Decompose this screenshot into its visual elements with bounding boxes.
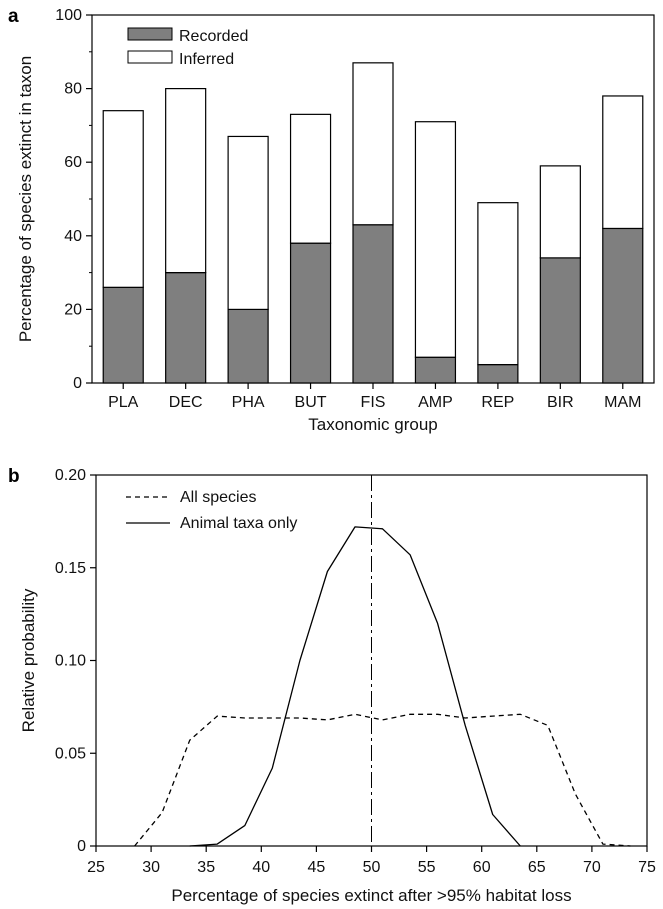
legend-swatch-inferred bbox=[127, 50, 173, 64]
panel-b-label: b bbox=[8, 466, 20, 487]
panel-a-y-tick-label: 60 bbox=[64, 154, 82, 171]
legend-swatch-recorded bbox=[127, 27, 173, 41]
panel-a-x-tick-label: MAM bbox=[604, 394, 641, 411]
panel-b-x-tick-label: 55 bbox=[418, 859, 436, 876]
panel-b-y-tick-label: 0.20 bbox=[55, 467, 86, 484]
panel-b-y-tick-label: 0.05 bbox=[55, 745, 86, 762]
series-line-animal-taxa bbox=[189, 526, 521, 847]
bar-recorded-amp bbox=[414, 356, 457, 384]
bar-inferred-but bbox=[289, 113, 332, 244]
bar-inferred-fis bbox=[352, 62, 394, 226]
bar-inferred-dec bbox=[165, 87, 207, 274]
panel-a-y-tick-label: 0 bbox=[73, 375, 82, 392]
bar-inferred-amp bbox=[414, 121, 457, 358]
bar-recorded-mam bbox=[602, 227, 644, 384]
bar-inferred-bir bbox=[539, 165, 581, 259]
panel-b-x-tick-label: 50 bbox=[363, 859, 381, 876]
bar-recorded-but bbox=[289, 242, 332, 384]
panel-b-x-tick-label: 60 bbox=[473, 859, 491, 876]
bar-recorded-bir bbox=[539, 257, 581, 384]
panel-a-y-tick-label: 80 bbox=[64, 81, 82, 98]
panel-a-y-tick-label: 20 bbox=[64, 301, 82, 318]
bar-recorded-pla bbox=[102, 286, 144, 384]
panel-b-x-tick-label: 45 bbox=[308, 859, 326, 876]
panel-b-y-axis-title: Relative probability bbox=[19, 588, 38, 732]
panel-b-y-tick-label: 0.15 bbox=[55, 560, 86, 577]
legend-label-all-species: All species bbox=[180, 489, 256, 506]
panel-b-x-tick-label: 25 bbox=[87, 859, 105, 876]
panel-b-y-tick-label: 0.10 bbox=[55, 653, 86, 670]
panel-a-x-tick-label: BUT bbox=[295, 394, 327, 411]
panel-b-x-tick-label: 35 bbox=[197, 859, 215, 876]
legend-label-recorded: Recorded bbox=[179, 28, 248, 45]
panel-a-x-tick-label: PLA bbox=[108, 394, 139, 411]
panel-a-x-tick-label: FIS bbox=[361, 394, 386, 411]
bar-recorded-dec bbox=[165, 272, 207, 384]
bar-recorded-rep bbox=[477, 364, 519, 384]
panel-a-x-tick-label: AMP bbox=[418, 394, 453, 411]
bar-recorded-pha bbox=[227, 308, 269, 384]
panel-a-x-axis-title: Taxonomic group bbox=[308, 415, 437, 434]
bar-inferred-pla bbox=[102, 110, 144, 288]
series-line-all-species bbox=[134, 713, 631, 847]
bar-inferred-mam bbox=[602, 95, 644, 230]
bar-recorded-fis bbox=[352, 224, 394, 384]
panel-a-y-axis-title: Percentage of species extinct in taxon bbox=[16, 56, 35, 342]
legend-label-inferred: Inferred bbox=[179, 51, 234, 68]
panel-b-x-tick-label: 40 bbox=[252, 859, 270, 876]
panel-b-x-tick-label: 70 bbox=[583, 859, 601, 876]
panel-a-y-tick-label: 40 bbox=[64, 228, 82, 245]
panel-a-x-tick-label: BIR bbox=[547, 394, 574, 411]
panel-b-x-axis-title: Percentage of species extinct after >95%… bbox=[171, 886, 571, 905]
panel-b-x-tick-label: 30 bbox=[142, 859, 160, 876]
panel-b-x-tick-label: 75 bbox=[638, 859, 656, 876]
panel-a-x-tick-label: DEC bbox=[169, 394, 203, 411]
legend-label-animal-taxa: Animal taxa only bbox=[180, 515, 297, 532]
panel-b-y-tick-label: 0 bbox=[77, 838, 86, 855]
panel-a-y-tick-label: 100 bbox=[55, 7, 82, 24]
panel-b-x-tick-label: 65 bbox=[528, 859, 546, 876]
panel-a-x-tick-label: PHA bbox=[232, 394, 265, 411]
bar-inferred-rep bbox=[477, 202, 519, 366]
panel-a-label: a bbox=[8, 6, 19, 27]
bar-inferred-pha bbox=[227, 135, 269, 311]
panel-a-x-tick-label: REP bbox=[481, 394, 514, 411]
